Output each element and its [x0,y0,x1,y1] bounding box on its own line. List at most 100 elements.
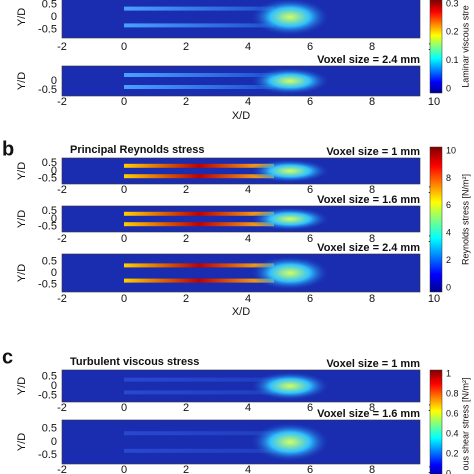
x-tick-label: 2 [183,293,189,305]
x-tick-label: 2 [183,464,189,474]
y-tick-label: -0.5 [38,24,57,36]
colorbar-label: Laminar viscous stre [460,5,470,88]
y-axis-label: Y/D [16,377,28,395]
jet-streak [124,163,274,168]
y-axis-label: Y/D [16,210,28,228]
panel-title: Principal Reynolds stress [70,144,205,156]
x-tick-label: 6 [307,402,313,414]
jet-streak [124,377,274,382]
x-tick-label: -2 [57,184,67,196]
panel-letter: c [2,346,13,368]
y-tick-label: 0 [51,11,57,23]
x-tick-label: 2 [183,233,189,245]
y-tick-label: 0.5 [42,256,57,268]
heatmap [61,65,421,97]
x-tick-label: 10 [428,293,440,305]
x-tick-label: -2 [57,293,67,305]
x-tick-label: -2 [57,41,67,53]
x-tick-label: 4 [245,233,251,245]
x-tick-label: 4 [245,402,251,414]
panel-title: Turbulent viscous stress [70,356,199,368]
y-axis-label: Y/D [16,162,28,180]
jet-streak [124,23,274,28]
colorbar-tick-label: 0.2 [446,27,459,37]
y-tick-label: 0 [51,75,57,87]
x-tick-label: 2 [183,184,189,196]
plume [250,207,330,231]
heatmap [61,369,421,403]
colorbar-label: Reynolds stress [N/m²] [460,174,470,265]
x-tick-label: 6 [307,184,313,196]
x-tick-label: 6 [307,41,313,53]
x-tick-label: 6 [307,96,313,108]
x-tick-label: 6 [307,233,313,245]
jet-streak [124,85,274,89]
panel-letter: b [2,138,14,160]
x-tick-label: -2 [57,402,67,414]
y-axis-label: Y/D [16,8,28,26]
colorbar [429,146,443,293]
heatmap [61,253,421,293]
x-tick-label: -2 [57,233,67,245]
colorbar-tick-label: 0.1 [446,55,459,65]
x-tick-label: 8 [369,293,375,305]
x-tick-label: -2 [57,464,67,474]
x-tick-label: 2 [183,41,189,53]
x-tick-label: 0 [121,402,127,414]
y-tick-label: 0.5 [42,0,57,10]
y-tick-label: -0.5 [38,221,57,233]
colorbar [429,0,443,94]
voxel-label: Voxel size = 2.4 mm [317,242,420,254]
jet-streak [124,6,274,11]
x-tick-label: 0 [121,464,127,474]
x-tick-label: 6 [307,464,313,474]
voxel-label: Voxel size = 1.6 mm [317,194,420,206]
x-tick-label: 8 [369,402,375,414]
colorbar-tick-label: 0 [446,468,451,474]
heatmap [61,157,421,185]
x-tick-label: 2 [183,402,189,414]
x-tick-label: 0 [121,233,127,245]
y-tick-label: -0.5 [38,390,57,402]
y-tick-label: -0.5 [38,449,57,461]
plume [250,0,330,36]
voxel-label: Voxel size = 1.6 mm [317,408,420,420]
jet-streak [124,390,274,395]
x-tick-label: 4 [245,41,251,53]
x-tick-label: 10 [428,96,440,108]
y-tick-label: 0 [51,380,57,392]
x-tick-label: 8 [369,233,375,245]
x-axis-label: X/D [232,110,250,122]
colorbar [429,369,443,474]
x-tick-label: 4 [245,464,251,474]
x-tick-label: 8 [369,96,375,108]
colorbar-tick-label: 6 [446,200,451,210]
x-tick-label: 6 [307,293,313,305]
jet-streak [124,431,274,436]
plume [250,422,330,462]
y-tick-label: 0.5 [42,423,57,435]
colorbar-tick-label: 0.6 [446,408,459,418]
colorbar-tick-label: 2 [446,255,451,265]
y-axis-label: Y/D [16,264,28,282]
y-axis-label: Y/D [16,433,28,451]
jet-streak [124,211,274,216]
plume [250,67,330,95]
y-tick-label: -0.5 [38,278,57,290]
colorbar-tick-label: 0 [446,83,451,93]
y-tick-label: -0.5 [38,84,57,96]
y-tick-label: 0 [51,213,57,225]
jet-streak [124,278,274,283]
jet-streak [124,174,274,179]
x-tick-label: -2 [57,96,67,108]
colorbar-tick-label: 0.8 [446,388,459,398]
y-tick-label: 0 [51,165,57,177]
x-tick-label: 8 [369,41,375,53]
voxel-label: Voxel size = 1 mm [326,146,420,158]
y-tick-label: 0 [51,267,57,279]
colorbar-tick-label: 0 [446,282,451,292]
heatmap [61,205,421,233]
voxel-label: Voxel size = 2.4 mm [317,54,420,66]
jet-streak [124,448,274,453]
